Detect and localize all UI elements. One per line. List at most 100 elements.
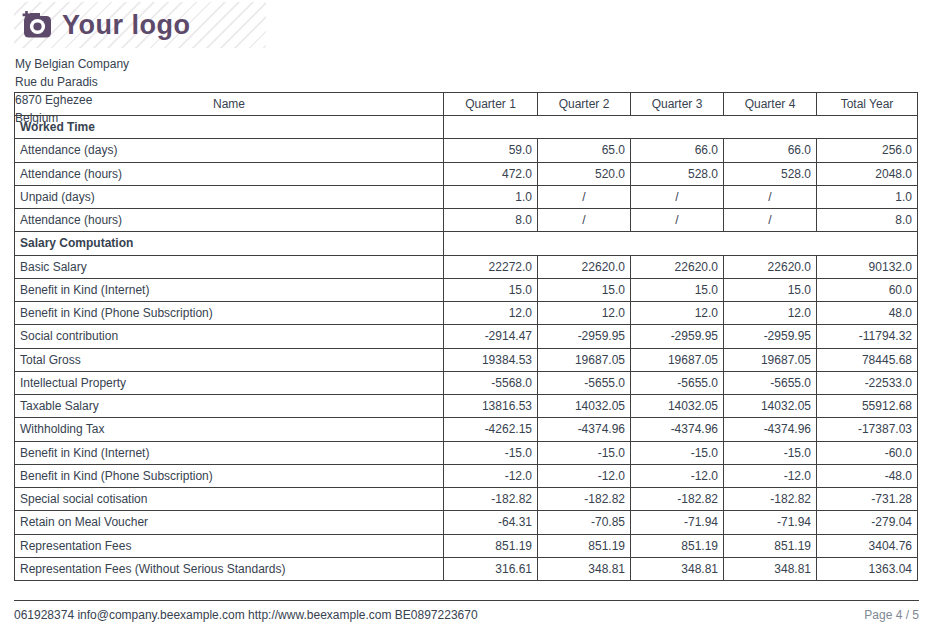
section-spacer [444, 232, 918, 255]
row-label: Attendance (hours) [15, 209, 444, 232]
table-header-row: Name Quarter 1 Quarter 2 Quarter 3 Quart… [15, 93, 918, 116]
cell-value: -279.04 [817, 511, 918, 534]
cell-value: 48.0 [817, 302, 918, 325]
cell-value: / [538, 209, 631, 232]
row-label: Benefit in Kind (Phone Subscription) [15, 464, 444, 487]
cell-value: 22620.0 [724, 255, 817, 278]
cell-value: 256.0 [817, 139, 918, 162]
cell-value: 8.0 [817, 209, 918, 232]
column-header-quarter-4: Quarter 4 [724, 93, 817, 116]
cell-value: 520.0 [538, 162, 631, 185]
cell-value: -17387.03 [817, 418, 918, 441]
section-row: Salary Computation [15, 232, 918, 255]
table-row: Taxable Salary13816.5314032.0514032.0514… [15, 395, 918, 418]
cell-value: -4374.96 [538, 418, 631, 441]
cell-value: 8.0 [444, 209, 538, 232]
cell-value: 19384.53 [444, 348, 538, 371]
payslip-table-body: Worked TimeAttendance (days)59.065.066.0… [15, 116, 918, 581]
row-label: Attendance (days) [15, 139, 444, 162]
cell-value: 19687.05 [724, 348, 817, 371]
row-label: Taxable Salary [15, 395, 444, 418]
cell-value: -12.0 [724, 464, 817, 487]
cell-value: -12.0 [631, 464, 724, 487]
row-label: Basic Salary [15, 255, 444, 278]
cell-value: -2959.95 [631, 325, 724, 348]
cell-value: -60.0 [817, 441, 918, 464]
row-label: Withholding Tax [15, 418, 444, 441]
table-row: Attendance (hours)472.0520.0528.0528.020… [15, 162, 918, 185]
cell-value: -12.0 [538, 464, 631, 487]
cell-value: 12.0 [538, 302, 631, 325]
company-logo: Your logo [14, 2, 266, 48]
cell-value: -4262.15 [444, 418, 538, 441]
cell-value: -22533.0 [817, 371, 918, 394]
cell-value: 348.81 [538, 557, 631, 580]
table-row: Retain on Meal Voucher-64.31-70.85-71.94… [15, 511, 918, 534]
table-row: Special social cotisation-182.82-182.82-… [15, 488, 918, 511]
cell-value: -4374.96 [724, 418, 817, 441]
cell-value: 12.0 [631, 302, 724, 325]
cell-value: -15.0 [538, 441, 631, 464]
cell-value: 1363.04 [817, 557, 918, 580]
report-page: Your logo My Belgian Company Rue du Para… [0, 0, 933, 641]
cell-value: 66.0 [724, 139, 817, 162]
table-row: Intellectual Property-5568.0-5655.0-5655… [15, 371, 918, 394]
cell-value: 472.0 [444, 162, 538, 185]
row-label: Benefit in Kind (Phone Subscription) [15, 302, 444, 325]
cell-value: -4374.96 [631, 418, 724, 441]
cell-value: 90132.0 [817, 255, 918, 278]
cell-value: 78445.68 [817, 348, 918, 371]
cell-value: / [631, 209, 724, 232]
cell-value: 19687.05 [631, 348, 724, 371]
cell-value: 12.0 [724, 302, 817, 325]
cell-value: 59.0 [444, 139, 538, 162]
row-label: Representation Fees [15, 534, 444, 557]
payslip-table: Name Quarter 1 Quarter 2 Quarter 3 Quart… [14, 92, 918, 581]
table-row: Benefit in Kind (Internet)-15.0-15.0-15.… [15, 441, 918, 464]
cell-value: 851.19 [538, 534, 631, 557]
column-header-quarter-3: Quarter 3 [631, 93, 724, 116]
cell-value: / [538, 185, 631, 208]
cell-value: -182.82 [444, 488, 538, 511]
cell-value: -182.82 [538, 488, 631, 511]
cell-value: -2914.47 [444, 325, 538, 348]
cell-value: 14032.05 [724, 395, 817, 418]
cell-value: 348.81 [724, 557, 817, 580]
cell-value: 316.61 [444, 557, 538, 580]
cell-value: -5655.0 [631, 371, 724, 394]
cell-value: -5568.0 [444, 371, 538, 394]
table-row: Representation Fees851.19851.19851.19851… [15, 534, 918, 557]
column-header-quarter-2: Quarter 2 [538, 93, 631, 116]
logo-text: Your logo [62, 10, 190, 41]
column-header-total-year: Total Year [817, 93, 918, 116]
column-header-quarter-1: Quarter 1 [444, 93, 538, 116]
cell-value: / [724, 209, 817, 232]
section-row: Worked Time [15, 116, 918, 139]
table-row: Attendance (days)59.065.066.066.0256.0 [15, 139, 918, 162]
footer-divider [14, 600, 919, 601]
cell-value: / [724, 185, 817, 208]
cell-value: 22620.0 [538, 255, 631, 278]
cell-value: / [631, 185, 724, 208]
cell-value: -2959.95 [724, 325, 817, 348]
cell-value: 22272.0 [444, 255, 538, 278]
section-label: Salary Computation [15, 232, 444, 255]
cell-value: 2048.0 [817, 162, 918, 185]
cell-value: 66.0 [631, 139, 724, 162]
cell-value: -15.0 [724, 441, 817, 464]
cell-value: -64.31 [444, 511, 538, 534]
table-row: Benefit in Kind (Internet)15.015.015.015… [15, 278, 918, 301]
cell-value: -11794.32 [817, 325, 918, 348]
page-number: Page 4 / 5 [864, 608, 919, 622]
row-label: Special social cotisation [15, 488, 444, 511]
cell-value: -182.82 [724, 488, 817, 511]
row-label: Total Gross [15, 348, 444, 371]
cell-value: 851.19 [724, 534, 817, 557]
cell-value: -5655.0 [538, 371, 631, 394]
row-label: Benefit in Kind (Internet) [15, 278, 444, 301]
cell-value: 60.0 [817, 278, 918, 301]
table-row: Benefit in Kind (Phone Subscription) 12.0… [15, 302, 918, 325]
table-row: Unpaid (days)1.0///1.0 [15, 185, 918, 208]
cell-value: -5655.0 [724, 371, 817, 394]
cell-value: 22620.0 [631, 255, 724, 278]
